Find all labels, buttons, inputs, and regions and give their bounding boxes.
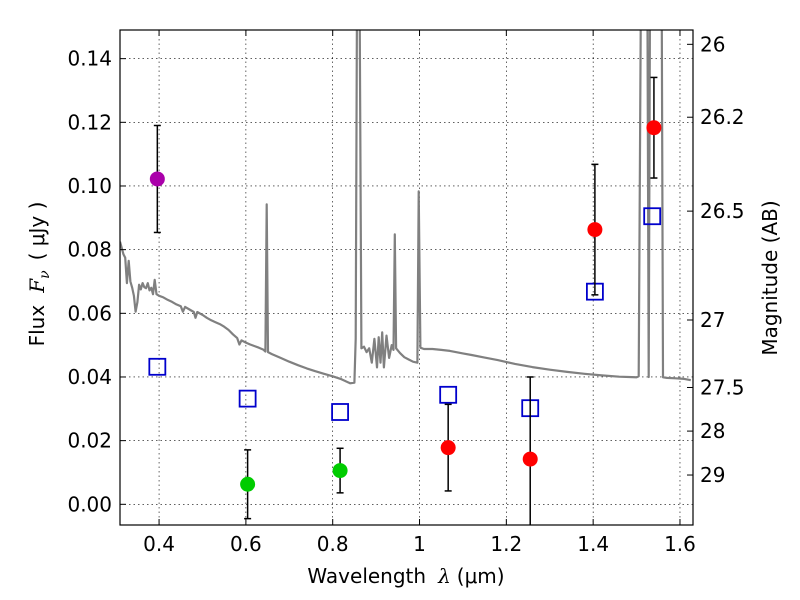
detection-point bbox=[440, 440, 456, 456]
x-tick-label: 0.8 bbox=[317, 532, 349, 556]
x-tick-label: 1 bbox=[413, 532, 426, 556]
x-tick-label: 0.6 bbox=[230, 532, 262, 556]
model-photometry-square bbox=[439, 385, 458, 404]
y2-axis-title: Magnitude (AB) bbox=[758, 200, 782, 355]
y-tick-label: 0.12 bbox=[67, 110, 112, 134]
y2-tick-label: 29 bbox=[700, 463, 725, 487]
y-axis-title: FluxFν( μJy ) bbox=[25, 202, 53, 347]
y-tick-label: 0.00 bbox=[67, 492, 112, 516]
detection-point bbox=[522, 451, 538, 467]
data-layer bbox=[120, 30, 692, 525]
detection-point bbox=[587, 222, 603, 238]
y2-tick-label: 28 bbox=[700, 419, 725, 443]
detection-point bbox=[332, 463, 348, 479]
x-axis-title: Wavelength λ (μm) bbox=[307, 564, 504, 588]
model-spectrum-line bbox=[120, 30, 692, 385]
x-tick-label: 0.4 bbox=[143, 532, 175, 556]
ticks: 0.4 0.6 0.8 1 1.2 1.4 1.6 0.00 0.02 0.04 0.06 0.08 0… bbox=[67, 30, 745, 556]
detection-point bbox=[240, 476, 256, 492]
plot-area bbox=[120, 30, 693, 525]
y2-tick-label: 27 bbox=[700, 308, 725, 332]
model-photometry-square bbox=[331, 403, 349, 421]
model-photometry-square bbox=[238, 389, 257, 408]
y-tick-label: 0.06 bbox=[67, 301, 112, 325]
model-photometry-square bbox=[643, 207, 662, 226]
y2-tick-label: 26.2 bbox=[700, 105, 745, 129]
y2-tick-label: 26.5 bbox=[700, 199, 745, 223]
model-photometry-square bbox=[148, 357, 167, 376]
y-tick-label: 0.14 bbox=[67, 47, 112, 71]
detection-point bbox=[149, 171, 165, 187]
y-tick-label: 0.10 bbox=[67, 174, 112, 198]
y2-tick-label: 26 bbox=[700, 32, 725, 56]
x-tick-label: 1.4 bbox=[577, 532, 609, 556]
x-tick-label: 1.6 bbox=[664, 532, 696, 556]
y-tick-label: 0.08 bbox=[67, 238, 112, 262]
y-tick-label: 0.04 bbox=[67, 365, 112, 389]
detection-point bbox=[646, 120, 662, 136]
x-tick-label: 1.2 bbox=[490, 532, 522, 556]
plot-frame bbox=[119, 29, 694, 526]
y-tick-label: 0.02 bbox=[67, 429, 112, 453]
y2-tick-label: 27.5 bbox=[700, 375, 745, 399]
